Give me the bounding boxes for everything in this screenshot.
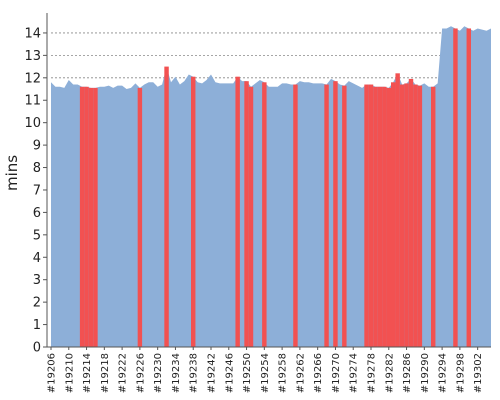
y-tick-label-6: 6 [33,206,41,221]
failed-build-bar-19281 [382,86,387,347]
failed-build-bar-19251 [248,86,254,347]
failed-build-bar-19270 [333,81,338,348]
failed-build-bar-19277 [364,84,369,347]
failed-build-bar-19279 [373,86,378,347]
failed-build-bar-19250 [244,81,249,348]
y-axis-title: mins [3,155,21,191]
failed-build-bar-19282 [386,87,391,347]
y-tick-label-12: 12 [24,71,41,86]
y-tick-label-3: 3 [33,273,41,288]
failed-build-bar-19215 [88,87,94,347]
x-tick-label-19258: #19258 [278,353,289,393]
failed-build-bar-19286 [404,83,409,348]
x-tick-label-19230: #19230 [153,353,164,393]
failed-build-bar-19278 [368,84,374,347]
x-tick-label-19262: #19262 [295,353,306,393]
failed-build-bar-19283 [391,82,396,348]
failed-build-bar-19248 [235,76,240,347]
failed-build-bar-19268 [324,84,329,347]
x-tick-labels: #19206 #19210 #19214 #19218 #19222 #19226 #192… [47,353,485,393]
y-tick-label-1: 1 [33,318,41,333]
y-tick-label-10: 10 [24,116,41,131]
area-layer [51,26,491,347]
failed-build-bar-19285 [399,84,405,347]
x-tick-label-19290: #19290 [420,353,431,393]
x-tick-label-19278: #19278 [367,353,378,393]
x-tick-label-19246: #19246 [224,353,235,393]
axis-layer [43,13,491,350]
x-tick-label-19298: #19298 [455,353,466,393]
y-tick-label-7: 7 [33,183,41,198]
failed-build-bar-19284 [395,73,400,347]
failed-build-bar-19238 [191,76,196,347]
failed-build-bar-19214 [84,86,89,347]
x-tick-label-19234: #19234 [171,353,182,393]
failed-build-bar-19288 [413,84,418,347]
failed-build-bar-19261 [293,84,298,347]
x-tick-label-19266: #19266 [313,353,324,393]
x-tick-label-19210: #19210 [64,353,75,393]
y-tick-label-14: 14 [24,26,41,41]
y-tick-label-5: 5 [33,228,41,243]
failed-build-bar-19254 [262,82,267,348]
x-tick-label-19226: #19226 [135,353,146,393]
x-tick-label-19274: #19274 [349,353,360,393]
x-tick-label-19302: #19302 [473,353,484,393]
x-tick-label-19242: #19242 [207,353,218,393]
x-tick-label-19286: #19286 [402,353,413,393]
x-tick-label-19206: #19206 [47,353,58,393]
y-tick-label-4: 4 [33,251,41,266]
failed-build-bar-19216 [93,87,98,347]
y-tick-label-11: 11 [24,94,41,109]
failed-build-bar-19232 [164,66,169,347]
x-tick-label-19282: #19282 [384,353,395,393]
x-tick-label-19270: #19270 [331,353,342,393]
failed-build-bar-19226 [137,87,143,347]
x-tick-label-19254: #19254 [260,353,271,393]
y-tick-label-13: 13 [24,49,41,64]
build-duration-area [51,26,491,347]
failed-build-bar-19280 [377,86,383,347]
y-tick-label-9: 9 [33,139,41,154]
y-tick-label-2: 2 [33,296,41,311]
failed-build-bar-19297 [453,28,458,348]
y-tick-label-0: 0 [33,341,41,356]
failed-build-bar-19287 [408,78,414,348]
failed-build-bar-19272 [342,85,347,347]
failed-build-bar-19300 [466,28,471,348]
x-tick-label-19222: #19222 [118,353,129,393]
x-tick-label-19218: #19218 [100,353,111,393]
failed-bars-layer [79,28,471,348]
y-tick-label-8: 8 [33,161,41,176]
x-tick-label-19294: #19294 [438,353,449,393]
x-tick-label-19214: #19214 [82,353,93,393]
failed-build-bar-19292 [431,86,436,347]
failed-build-bar-19213 [79,86,85,347]
failed-build-bar-19289 [417,85,423,347]
x-tick-label-19250: #19250 [242,353,253,393]
x-tick-label-19238: #19238 [189,353,200,393]
